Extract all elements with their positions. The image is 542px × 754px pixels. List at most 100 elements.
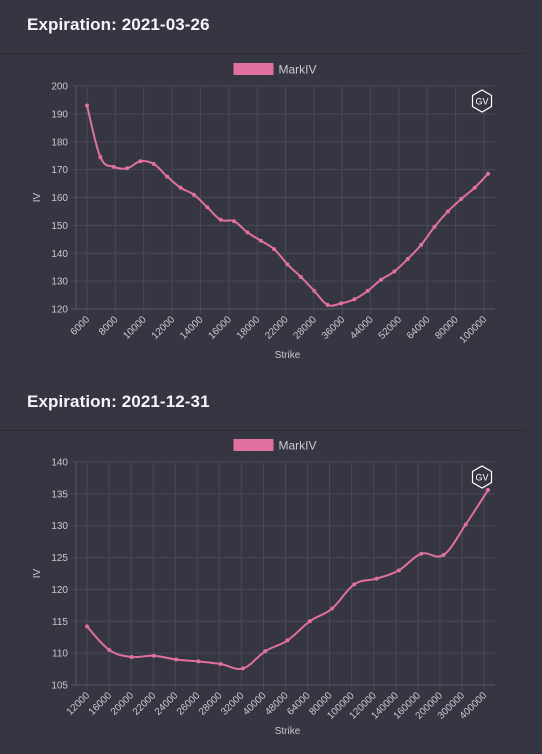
data-point (419, 242, 424, 247)
data-point (396, 568, 401, 573)
divider (0, 53, 525, 54)
x-tick-label: 6000 (69, 314, 93, 338)
legend-swatch (233, 439, 274, 451)
data-point (125, 166, 130, 171)
y-tick-label: 170 (51, 165, 68, 176)
data-point (352, 582, 357, 587)
data-point (258, 238, 263, 243)
legend-label: MarkIV (279, 439, 317, 453)
data-point (138, 159, 143, 164)
y-tick-label: 130 (51, 521, 68, 532)
chart-panel-1: Expiration: 2021-03-26 MarkIV 120 130 140 15… (0, 15, 525, 361)
data-point (441, 553, 446, 558)
gv-logo-icon (471, 465, 493, 489)
x-tick-label: 36000 (320, 314, 348, 342)
legend-swatch (233, 63, 274, 75)
iv-line-chart: MarkIV 105 110 115 120 125 130 135 140 1200016000… (32, 439, 495, 737)
data-point (165, 174, 170, 179)
iv-line-chart: MarkIV 120 130 140 150 160 170 180 190 200 6000 800… (32, 63, 495, 361)
data-point (218, 217, 223, 222)
data-point (272, 247, 277, 252)
expiration-title: Expiration: 2021-03-26 (27, 15, 210, 34)
chart-panel-2: Expiration: 2021-12-31 MarkIV 105 110 115 12… (0, 378, 542, 754)
gv-logo-icon (471, 89, 493, 113)
data-point (338, 301, 343, 306)
data-point (432, 224, 437, 229)
data-point (419, 551, 424, 556)
data-point (325, 302, 330, 307)
data-point (298, 274, 303, 279)
data-point (263, 649, 268, 654)
legend-label: MarkIV (279, 63, 317, 77)
x-tick-label: 64000 (285, 690, 313, 718)
gv-logo-label: GV (475, 473, 488, 483)
y-tick-label: 130 (51, 277, 68, 288)
y-tick-label: 190 (51, 109, 68, 120)
data-point (191, 192, 196, 197)
x-tick-label: 16000 (87, 690, 115, 718)
y-tick-label: 120 (51, 585, 68, 596)
data-point (85, 103, 89, 108)
y-axis-title: IV (32, 192, 43, 202)
data-point (312, 288, 317, 293)
data-point (151, 162, 156, 167)
data-point (445, 209, 450, 214)
data-point (365, 288, 370, 293)
expiration-title: Expiration: 2021-12-31 (27, 392, 210, 411)
data-point (307, 619, 312, 624)
x-tick-label: 16000 (206, 314, 234, 342)
y-tick-label: 180 (51, 137, 68, 148)
data-point (285, 638, 290, 643)
data-point (486, 171, 490, 176)
y-axis-title: IV (32, 568, 43, 578)
x-tick-label: 14000 (178, 314, 206, 342)
x-tick-label: 28000 (292, 314, 320, 342)
x-tick-label: 22000 (263, 314, 291, 342)
x-tick-label: 26000 (175, 690, 203, 718)
data-point (232, 219, 237, 224)
x-tick-label: 18000 (235, 314, 263, 342)
data-point (285, 262, 290, 267)
data-point (107, 647, 112, 652)
y-tick-label: 120 (51, 305, 68, 316)
x-axis-title: Strike (275, 350, 301, 361)
x-tick-label: 28000 (197, 690, 225, 718)
x-tick-label: 12000 (65, 690, 93, 718)
data-point (98, 155, 103, 160)
y-tick-label: 110 (52, 649, 68, 660)
x-tick-label: 40000 (241, 690, 269, 718)
data-point (196, 659, 201, 664)
data-point (472, 185, 477, 190)
y-tick-label: 200 (51, 82, 68, 93)
y-tick-label: 150 (51, 221, 68, 232)
y-tick-label: 105 (51, 681, 68, 692)
x-tick-label: 20000 (109, 690, 137, 718)
gv-logo-label: GV (475, 97, 488, 107)
data-point (178, 185, 183, 190)
x-tick-label: 64000 (405, 314, 433, 342)
series-line (86, 105, 489, 307)
x-tick-label: 48000 (263, 690, 291, 718)
data-point (459, 196, 464, 201)
data-point (151, 653, 156, 658)
data-point (205, 205, 210, 210)
data-point (240, 666, 245, 671)
data-point (245, 230, 250, 235)
data-point (111, 164, 116, 169)
data-point (392, 269, 397, 274)
data-point (352, 297, 357, 302)
x-tick-label: 22000 (131, 690, 159, 718)
x-axis-title: Strike (275, 726, 301, 737)
data-point (218, 661, 223, 666)
data-point (129, 654, 134, 659)
x-tick-label: 100000 (458, 314, 490, 346)
y-tick-label: 135 (51, 489, 68, 500)
y-tick-label: 125 (51, 553, 68, 564)
data-point (174, 657, 179, 662)
y-tick-label: 140 (51, 249, 68, 260)
x-tick-label: 44000 (348, 314, 376, 342)
x-tick-label: 32000 (219, 690, 247, 718)
data-point (486, 488, 490, 493)
x-tick-label: 24000 (153, 690, 181, 718)
x-tick-label: 52000 (377, 314, 405, 342)
